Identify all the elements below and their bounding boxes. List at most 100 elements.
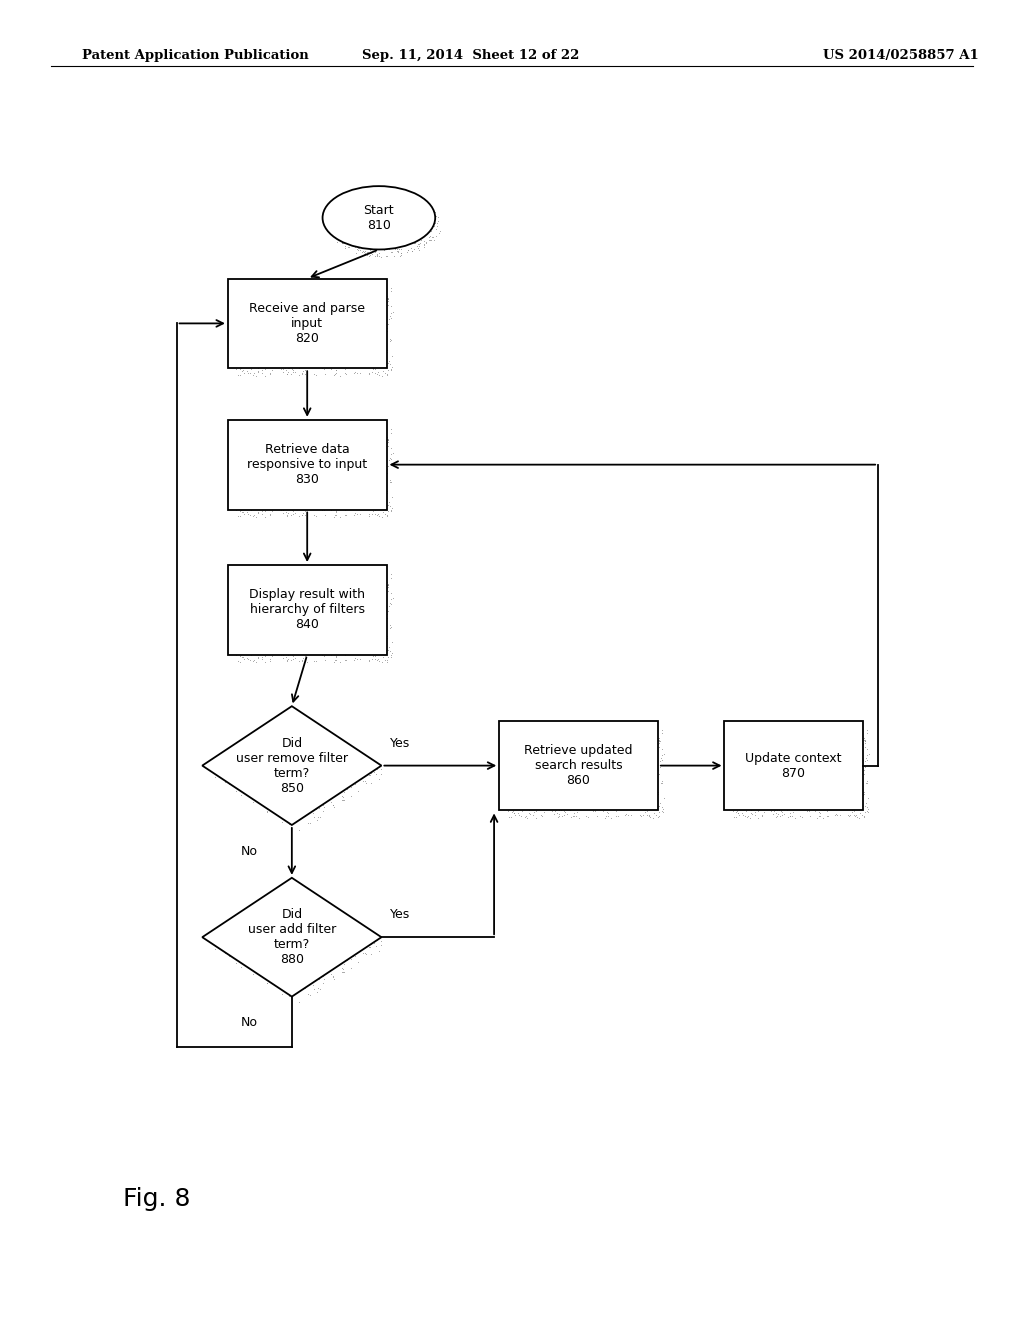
Point [234,463,251,484]
Point [734,750,751,771]
Point [341,236,357,257]
Point [239,346,255,367]
Point [577,785,593,807]
Point [391,230,408,251]
Point [786,808,803,829]
Point [754,804,770,825]
Point [351,234,368,255]
Point [284,471,300,492]
Point [354,288,371,309]
Point [781,797,798,818]
Point [369,319,385,341]
Point [794,772,810,793]
Point [264,292,281,313]
Point [317,363,334,384]
Point [354,586,371,607]
Point [261,954,278,975]
Point [305,305,322,326]
Point [288,636,304,657]
Point [380,288,396,309]
Point [771,800,787,821]
Point [251,953,267,974]
Point [568,788,585,809]
Point [777,731,794,752]
Point [381,187,397,209]
Point [225,751,242,772]
Point [555,747,571,768]
Point [398,232,415,253]
Point [817,739,834,760]
Point [301,813,317,834]
Point [316,609,333,630]
Point [323,903,339,924]
Point [325,218,341,239]
Point [345,759,361,780]
Point [735,718,752,739]
Point [333,224,349,246]
Point [283,504,299,525]
Point [826,741,843,762]
Point [334,209,350,230]
Point [227,450,244,471]
Point [278,345,294,366]
Point [397,205,414,226]
Point [290,330,306,351]
Point [600,737,616,758]
Point [397,194,414,215]
Point [763,800,779,821]
Point [361,764,378,785]
Point [359,487,376,508]
Point [286,318,302,339]
Point [580,772,596,793]
Point [622,792,638,813]
Point [293,775,309,796]
Point [374,226,390,247]
Point [231,636,248,657]
Point [732,751,749,772]
Point [416,231,432,252]
Point [835,759,851,780]
Point [338,201,354,222]
Point [367,210,383,231]
Point [269,581,286,602]
Point [575,721,592,742]
Point [819,788,836,809]
Point [796,764,812,785]
Point [549,787,565,808]
Point [319,631,336,652]
Point [379,191,395,213]
Point [331,916,347,937]
Point [271,564,288,585]
Point [541,767,557,788]
Point [374,506,390,527]
Point [325,966,341,987]
Point [630,797,646,818]
Point [421,197,437,218]
Point [329,647,345,668]
Point [271,454,288,475]
Point [256,590,272,611]
Point [353,422,370,444]
Point [375,347,391,368]
Point [343,785,359,807]
Point [284,420,300,441]
Point [330,224,346,246]
Point [740,725,757,746]
Point [253,638,269,659]
Point [270,603,287,624]
Point [332,199,348,220]
Point [380,645,396,667]
Point [307,342,324,363]
Point [325,946,341,968]
Point [802,772,818,793]
Point [216,763,232,784]
Point [248,627,264,648]
Point [347,631,364,652]
Point [386,218,402,239]
Point [340,304,356,325]
Point [379,236,395,257]
Point [377,638,393,659]
Point [853,743,869,764]
Point [294,946,310,968]
Point [264,610,281,631]
